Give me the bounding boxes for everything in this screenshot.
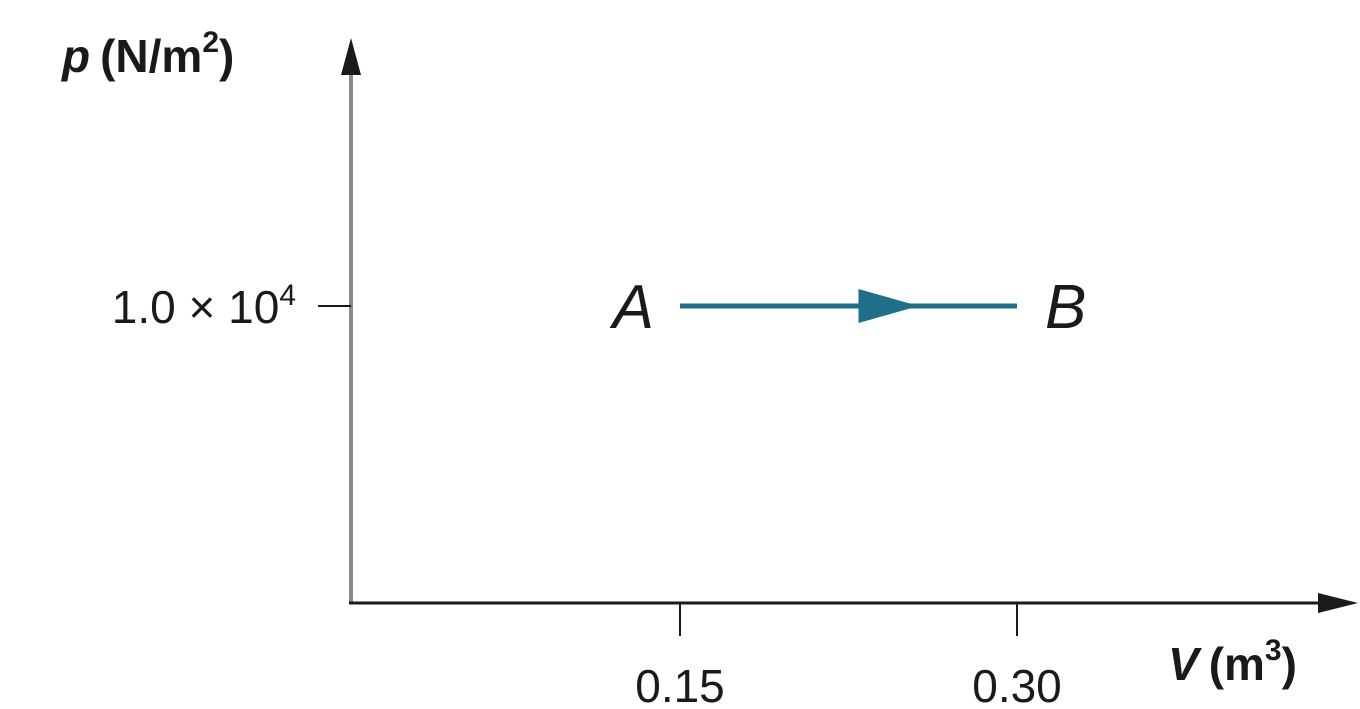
x-axis-unit-close: ) <box>1282 638 1297 690</box>
y-axis-unit-close: ) <box>219 30 234 82</box>
x-tick-label: 0.15 <box>635 660 725 709</box>
x-ticks: 0.15 0.30 <box>635 603 1062 709</box>
x-tick-label: 0.30 <box>972 660 1062 709</box>
y-axis-symbol: p <box>60 30 90 82</box>
y-axis-arrowhead <box>341 38 361 75</box>
direction-arrowhead <box>858 289 919 323</box>
y-ticks: 1.0 × 104 <box>112 279 351 333</box>
x-axis-unit-exponent: 3 <box>1265 634 1282 667</box>
x-axis-symbol: V <box>1168 638 1202 690</box>
x-axis-arrowhead <box>1318 593 1358 613</box>
x-axis-unit: (m <box>1209 638 1265 690</box>
y-tick-label: 1.0 × 104 <box>112 279 296 333</box>
state-label-b: B <box>1045 273 1086 342</box>
state-label-a: A <box>609 273 654 342</box>
y-axis-unit-exponent: 2 <box>202 26 219 59</box>
y-tick-exponent: 4 <box>279 279 296 312</box>
x-axis-title: V (m3) <box>1168 634 1297 690</box>
y-tick-mantissa: 1.0 × 10 <box>112 281 280 333</box>
y-axis-unit: (N/m <box>100 30 202 82</box>
y-axis-title: p (N/m2) <box>60 26 234 82</box>
